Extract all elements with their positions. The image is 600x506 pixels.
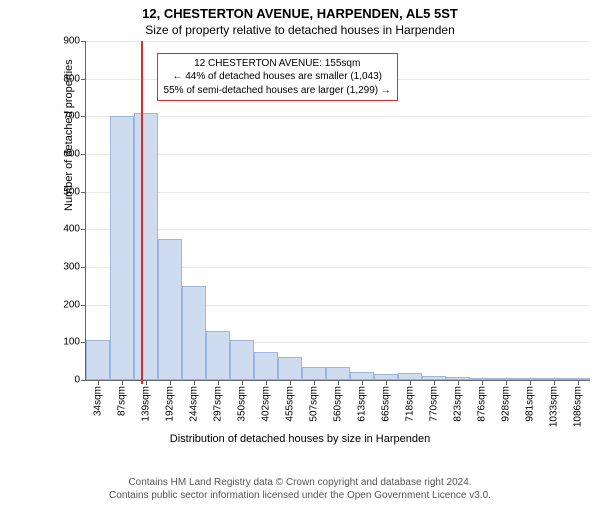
ytick-mark [81, 229, 86, 230]
ytick-label: 400 [63, 224, 80, 235]
xtick-mark [386, 380, 387, 385]
gridline [86, 41, 590, 42]
xtick-mark [266, 380, 267, 385]
xtick-label: 507sqm [309, 386, 320, 422]
histogram-bar [326, 367, 350, 380]
xtick-mark [122, 380, 123, 385]
annotation-box: 12 CHESTERTON AVENUE: 155sqm ← 44% of de… [157, 53, 398, 102]
xtick-mark [314, 380, 315, 385]
histogram-bar [254, 352, 278, 380]
ytick-label: 100 [63, 337, 80, 348]
histogram-bar [182, 286, 206, 380]
xtick-label: 560sqm [333, 386, 344, 422]
x-axis-label: Distribution of detached houses by size … [0, 433, 600, 445]
xtick-label: 770sqm [429, 386, 440, 422]
histogram-bar [230, 340, 254, 380]
annotation-line3: 55% of semi-detached houses are larger (… [164, 84, 391, 98]
xtick-label: 139sqm [141, 386, 152, 422]
ytick-label: 900 [63, 36, 80, 47]
xtick-label: 1033sqm [549, 386, 560, 427]
ytick-mark [81, 41, 86, 42]
annotation-line2: ← 44% of detached houses are smaller (1,… [164, 70, 391, 84]
xtick-mark [506, 380, 507, 385]
xtick-label: 350sqm [237, 386, 248, 422]
xtick-label: 1086sqm [573, 386, 584, 427]
ytick-label: 0 [74, 375, 80, 386]
histogram-bar [278, 357, 302, 380]
xtick-label: 876sqm [477, 386, 488, 422]
histogram-bar [86, 340, 110, 380]
xtick-mark [530, 380, 531, 385]
ytick-label: 200 [63, 299, 80, 310]
xtick-mark [554, 380, 555, 385]
xtick-label: 402sqm [261, 386, 272, 422]
xtick-mark [434, 380, 435, 385]
ytick-mark [81, 305, 86, 306]
xtick-label: 297sqm [213, 386, 224, 422]
xtick-mark [290, 380, 291, 385]
xtick-label: 455sqm [285, 386, 296, 422]
gridline [86, 154, 590, 155]
xtick-label: 87sqm [117, 386, 128, 416]
xtick-mark [482, 380, 483, 385]
xtick-label: 244sqm [189, 386, 200, 422]
ytick-mark [81, 380, 86, 381]
xtick-label: 981sqm [525, 386, 536, 422]
xtick-label: 613sqm [357, 386, 368, 422]
chart-container: Number of detached properties 0100200300… [55, 41, 590, 381]
ytick-label: 500 [63, 186, 80, 197]
ytick-label: 300 [63, 262, 80, 273]
xtick-label: 823sqm [453, 386, 464, 422]
xtick-mark [146, 380, 147, 385]
histogram-bar [134, 113, 158, 380]
ytick-label: 800 [63, 73, 80, 84]
xtick-mark [362, 380, 363, 385]
annotation-line1: 12 CHESTERTON AVENUE: 155sqm [164, 57, 391, 71]
xtick-mark [458, 380, 459, 385]
xtick-mark [578, 380, 579, 385]
footer-line2: Contains public sector information licen… [0, 489, 600, 502]
footer-line1: Contains HM Land Registry data © Crown c… [0, 476, 600, 489]
xtick-mark [410, 380, 411, 385]
xtick-label: 34sqm [93, 386, 104, 416]
histogram-bar [206, 331, 230, 380]
plot-area: 010020030040050060070080090034sqm87sqm13… [85, 41, 590, 381]
xtick-mark [338, 380, 339, 385]
page-title: 12, CHESTERTON AVENUE, HARPENDEN, AL5 5S… [0, 6, 600, 21]
histogram-bar [110, 116, 134, 380]
ytick-label: 600 [63, 149, 80, 160]
ytick-mark [81, 154, 86, 155]
histogram-bar [398, 373, 422, 380]
ytick-label: 700 [63, 111, 80, 122]
gridline [86, 116, 590, 117]
xtick-label: 192sqm [165, 386, 176, 422]
histogram-bar [302, 367, 326, 380]
ytick-mark [81, 192, 86, 193]
xtick-mark [242, 380, 243, 385]
histogram-bar [350, 372, 374, 380]
xtick-mark [194, 380, 195, 385]
property-marker-line [141, 41, 143, 384]
xtick-label: 718sqm [405, 386, 416, 422]
xtick-mark [170, 380, 171, 385]
gridline [86, 192, 590, 193]
xtick-mark [98, 380, 99, 385]
ytick-mark [81, 267, 86, 268]
xtick-mark [218, 380, 219, 385]
ytick-mark [81, 116, 86, 117]
xtick-label: 665sqm [381, 386, 392, 422]
footer: Contains HM Land Registry data © Crown c… [0, 476, 600, 502]
xtick-label: 928sqm [501, 386, 512, 422]
gridline [86, 229, 590, 230]
ytick-mark [81, 79, 86, 80]
histogram-bar [158, 239, 182, 380]
page-subtitle: Size of property relative to detached ho… [0, 23, 600, 37]
